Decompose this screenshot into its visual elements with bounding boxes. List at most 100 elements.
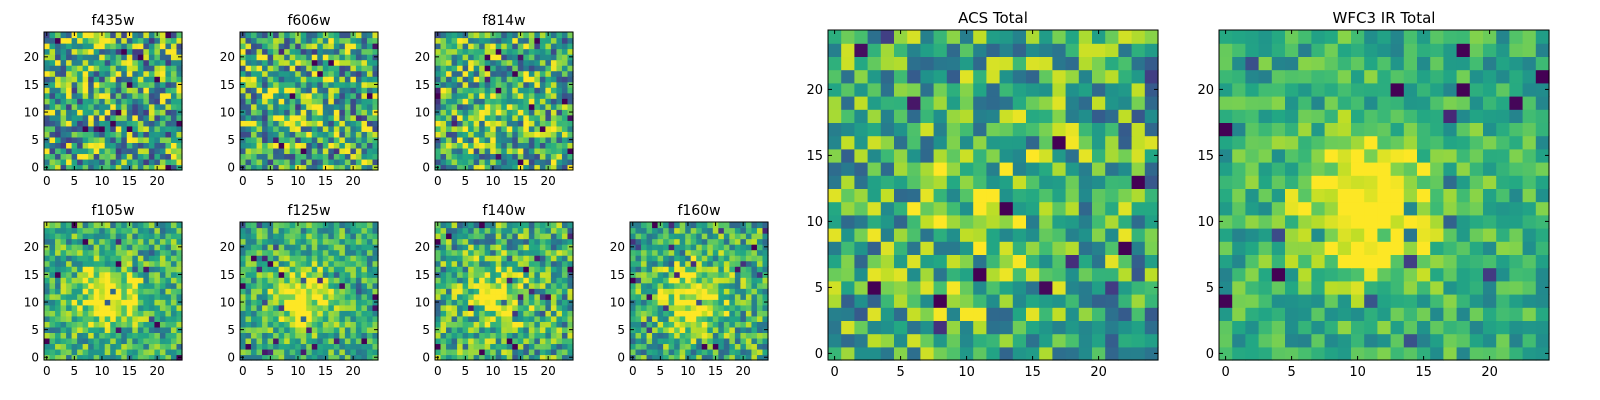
heatmap-cell xyxy=(49,92,56,99)
heatmap-cell xyxy=(933,214,948,229)
heatmap-cell xyxy=(690,326,697,333)
heatmap-cell xyxy=(328,266,335,273)
heatmap-cell xyxy=(251,277,258,284)
heatmap-cell xyxy=(137,233,144,240)
heatmap-cell xyxy=(539,288,546,295)
heatmap-cell xyxy=(132,37,139,44)
heatmap-cell xyxy=(1012,148,1027,163)
heatmap-cell xyxy=(652,299,659,306)
heatmap-cell xyxy=(479,114,486,121)
heatmap-cell xyxy=(240,114,247,121)
heatmap-cell xyxy=(306,304,313,311)
heatmap-cell xyxy=(841,267,855,282)
heatmap-cell xyxy=(143,326,150,333)
heatmap-cell xyxy=(328,293,335,300)
heatmap-cell xyxy=(71,343,78,350)
heatmap-cell xyxy=(440,310,447,317)
heatmap-cell xyxy=(556,59,563,66)
heatmap-cell xyxy=(350,310,357,317)
heatmap-cell xyxy=(457,114,464,121)
heatmap-cell xyxy=(894,307,908,321)
heatmap-cell xyxy=(550,65,558,72)
heatmap-cell xyxy=(701,299,708,306)
panel-title: f105w xyxy=(91,203,134,219)
heatmap-cell xyxy=(523,54,530,61)
heatmap-cell xyxy=(556,158,563,166)
heatmap-cell xyxy=(328,114,335,121)
heatmap-cell xyxy=(646,233,653,240)
heatmap-cell xyxy=(273,260,280,267)
heatmap-cell xyxy=(339,227,346,234)
heatmap-cell xyxy=(435,153,442,160)
heatmap-cell xyxy=(137,98,144,105)
heatmap-cell xyxy=(66,227,73,234)
x-tick-label: 0 xyxy=(43,174,51,188)
heatmap-cell xyxy=(685,293,692,300)
heatmap-cell xyxy=(652,315,659,322)
heatmap-cell xyxy=(159,271,167,278)
heatmap-cell xyxy=(756,293,764,300)
heatmap-cell xyxy=(712,310,719,317)
heatmap-cell xyxy=(740,348,747,356)
heatmap-cell xyxy=(668,343,675,350)
heatmap-cell xyxy=(1039,254,1053,269)
heatmap-cell xyxy=(479,147,486,155)
heatmap-cell xyxy=(501,98,508,105)
heatmap-cell xyxy=(143,238,150,245)
heatmap-cell xyxy=(1052,307,1067,321)
heatmap-cell xyxy=(322,299,329,306)
heatmap-cell xyxy=(165,326,172,333)
heatmap-cell xyxy=(49,249,56,256)
heatmap-cell xyxy=(311,304,318,311)
heatmap-cell xyxy=(44,131,51,138)
heatmap-cell xyxy=(854,294,869,308)
heatmap-cell xyxy=(165,266,172,273)
heatmap-cell xyxy=(756,304,764,311)
heatmap-cell xyxy=(545,48,552,55)
heatmap-cell xyxy=(712,321,719,328)
heatmap-cell xyxy=(77,337,84,345)
heatmap-cell xyxy=(561,147,569,155)
heatmap-cell xyxy=(473,114,480,121)
heatmap-cell xyxy=(262,260,269,267)
heatmap-cell xyxy=(495,299,502,306)
heatmap-cell xyxy=(328,81,335,88)
heatmap-cell xyxy=(322,238,329,245)
heatmap-cell xyxy=(473,153,480,160)
heatmap-cell xyxy=(440,266,447,273)
heatmap-cell xyxy=(457,98,464,105)
heatmap-cell xyxy=(490,120,497,127)
heatmap-cell xyxy=(523,147,530,155)
heatmap-cell xyxy=(137,142,144,149)
heatmap-cell xyxy=(311,98,318,105)
heatmap-cell xyxy=(986,175,1001,189)
heatmap-cell xyxy=(828,333,842,348)
heatmap-cell xyxy=(630,348,637,356)
heatmap-cell xyxy=(49,48,56,55)
heatmap-cell xyxy=(154,37,161,44)
heatmap-cell xyxy=(740,282,747,289)
heatmap-cell xyxy=(366,343,374,350)
heatmap-cell xyxy=(110,222,117,229)
heatmap-cell xyxy=(451,131,458,138)
heatmap-cell xyxy=(251,142,258,149)
heatmap-cell xyxy=(468,282,475,289)
heatmap-cell xyxy=(339,321,346,328)
heatmap-cell xyxy=(561,326,569,333)
heatmap-cell xyxy=(176,255,183,262)
heatmap-cell xyxy=(920,162,935,176)
heatmap-cell xyxy=(339,282,346,289)
heatmap-cell xyxy=(132,114,139,121)
heatmap-cell xyxy=(148,233,155,240)
heatmap-cell xyxy=(523,109,530,116)
heatmap-cell xyxy=(44,315,51,322)
heatmap-cell xyxy=(756,337,764,345)
heatmap-cell xyxy=(170,54,178,61)
heatmap-cell xyxy=(82,70,89,77)
heatmap-cell xyxy=(523,332,530,339)
heatmap-cell xyxy=(534,59,541,66)
heatmap-cell xyxy=(273,304,280,311)
heatmap-cell xyxy=(506,48,513,55)
heatmap-cell xyxy=(121,54,128,61)
heatmap-cell xyxy=(256,222,263,229)
